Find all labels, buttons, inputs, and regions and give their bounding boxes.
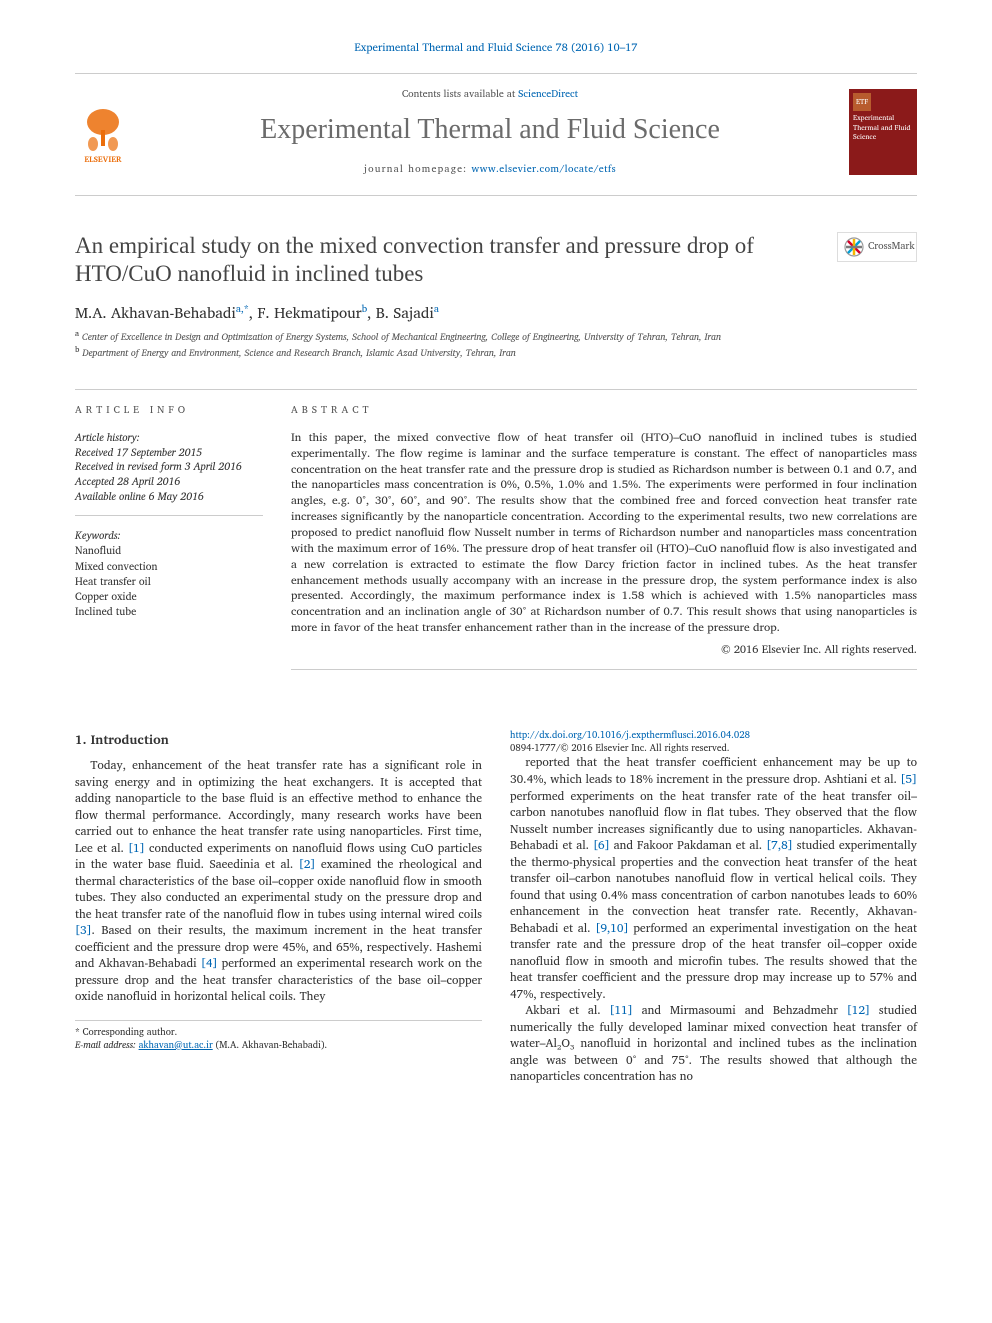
author-1[interactable]: M.A. Akhavan-Behabadi xyxy=(75,300,236,325)
affil-a-sup: a xyxy=(75,328,79,340)
intro-paragraph-1: Today, enhancement of the heat transfer … xyxy=(75,758,482,1006)
journal-cover-thumbnail: ETF Experimental Thermal and Fluid Scien… xyxy=(849,89,917,175)
section-heading-introduction: 1. Introduction xyxy=(75,730,482,748)
crossmark-label: CrossMark xyxy=(868,240,915,254)
abstract-label: ABSTRACT xyxy=(291,404,917,418)
doi-block: http://dx.doi.org/10.1016/j.expthermflus… xyxy=(510,730,917,756)
abstract-column: ABSTRACT In this paper, the mixed convec… xyxy=(291,389,917,670)
corr-email-label: E-mail address: xyxy=(75,1038,139,1053)
crossmark-badge[interactable]: CrossMark xyxy=(837,232,917,262)
journal-name: Experimental Thermal and Fluid Science xyxy=(145,111,835,149)
author-1-affil: a,* xyxy=(236,301,249,317)
corresponding-author-footnote: * Corresponding author. E-mail address: … xyxy=(75,1020,482,1053)
affil-a-text: Center of Excellence in Design and Optim… xyxy=(82,331,721,346)
contents-available-line: Contents lists available at ScienceDirec… xyxy=(145,88,835,102)
keyword-5: Inclined tube xyxy=(75,604,263,619)
corr-email-name: (M.A. Akhavan-Behabadi). xyxy=(213,1038,328,1053)
author-3[interactable]: B. Sajadi xyxy=(376,300,434,325)
abstract-copyright: © 2016 Elsevier Inc. All rights reserved… xyxy=(291,642,917,657)
affiliation-list: a Center of Excellence in Design and Opt… xyxy=(75,329,917,361)
crossmark-icon xyxy=(844,237,864,257)
journal-masthead: ELSEVIER Contents lists available at Sci… xyxy=(75,73,917,196)
elsevier-wordmark: ELSEVIER xyxy=(84,154,121,165)
masthead-center: Contents lists available at ScienceDirec… xyxy=(145,88,835,177)
article-title: An empirical study on the mixed convecti… xyxy=(75,232,823,290)
sciencedirect-link[interactable]: ScienceDirect xyxy=(518,86,578,102)
history-online: Available online 6 May 2016 xyxy=(75,489,263,504)
cover-brand-icon: ETF xyxy=(853,93,871,111)
affil-b-text: Department of Energy and Environment, Sc… xyxy=(82,347,516,362)
keywords-block: Keywords: Nanofluid Mixed convection Hea… xyxy=(75,528,263,619)
article-info-label: ARTICLE INFO xyxy=(75,404,263,418)
homepage-prefix: journal homepage: xyxy=(364,161,471,177)
body-two-column: 1. Introduction Today, enhancement of th… xyxy=(75,730,917,1086)
elsevier-tree-icon xyxy=(79,106,127,154)
intro-paragraph-3: Akbari et al. [11] and Mirmasoumi and Be… xyxy=(510,1003,917,1086)
article-history: Article history: Received 17 September 2… xyxy=(75,430,263,516)
corr-email-link[interactable]: akhavan@ut.ac.ir xyxy=(139,1038,213,1053)
cover-title-text: Experimental Thermal and Fluid Science xyxy=(853,114,913,142)
author-2-affil: b xyxy=(362,301,368,317)
author-2[interactable]: F. Hekmatipour xyxy=(257,300,361,325)
elsevier-logo: ELSEVIER xyxy=(75,99,131,165)
author-list: M.A. Akhavan-Behabadia,*, F. Hekmatipour… xyxy=(75,303,917,323)
running-head-citation: Experimental Thermal and Fluid Science 7… xyxy=(75,40,917,55)
affil-b-sup: b xyxy=(75,344,79,356)
abstract-text: In this paper, the mixed convective flow… xyxy=(291,430,917,636)
affiliation-b: b Department of Energy and Environment, … xyxy=(75,345,917,361)
author-3-affil: a xyxy=(434,301,439,317)
article-info-column: ARTICLE INFO Article history: Received 1… xyxy=(75,389,263,670)
journal-homepage-link[interactable]: www.elsevier.com/locate/etfs xyxy=(471,161,616,177)
journal-homepage-line: journal homepage: www.elsevier.com/locat… xyxy=(145,163,835,177)
contents-prefix: Contents lists available at xyxy=(402,86,518,102)
affiliation-a: a Center of Excellence in Design and Opt… xyxy=(75,329,917,345)
intro-paragraph-2: reported that the heat transfer coeffici… xyxy=(510,755,917,1003)
